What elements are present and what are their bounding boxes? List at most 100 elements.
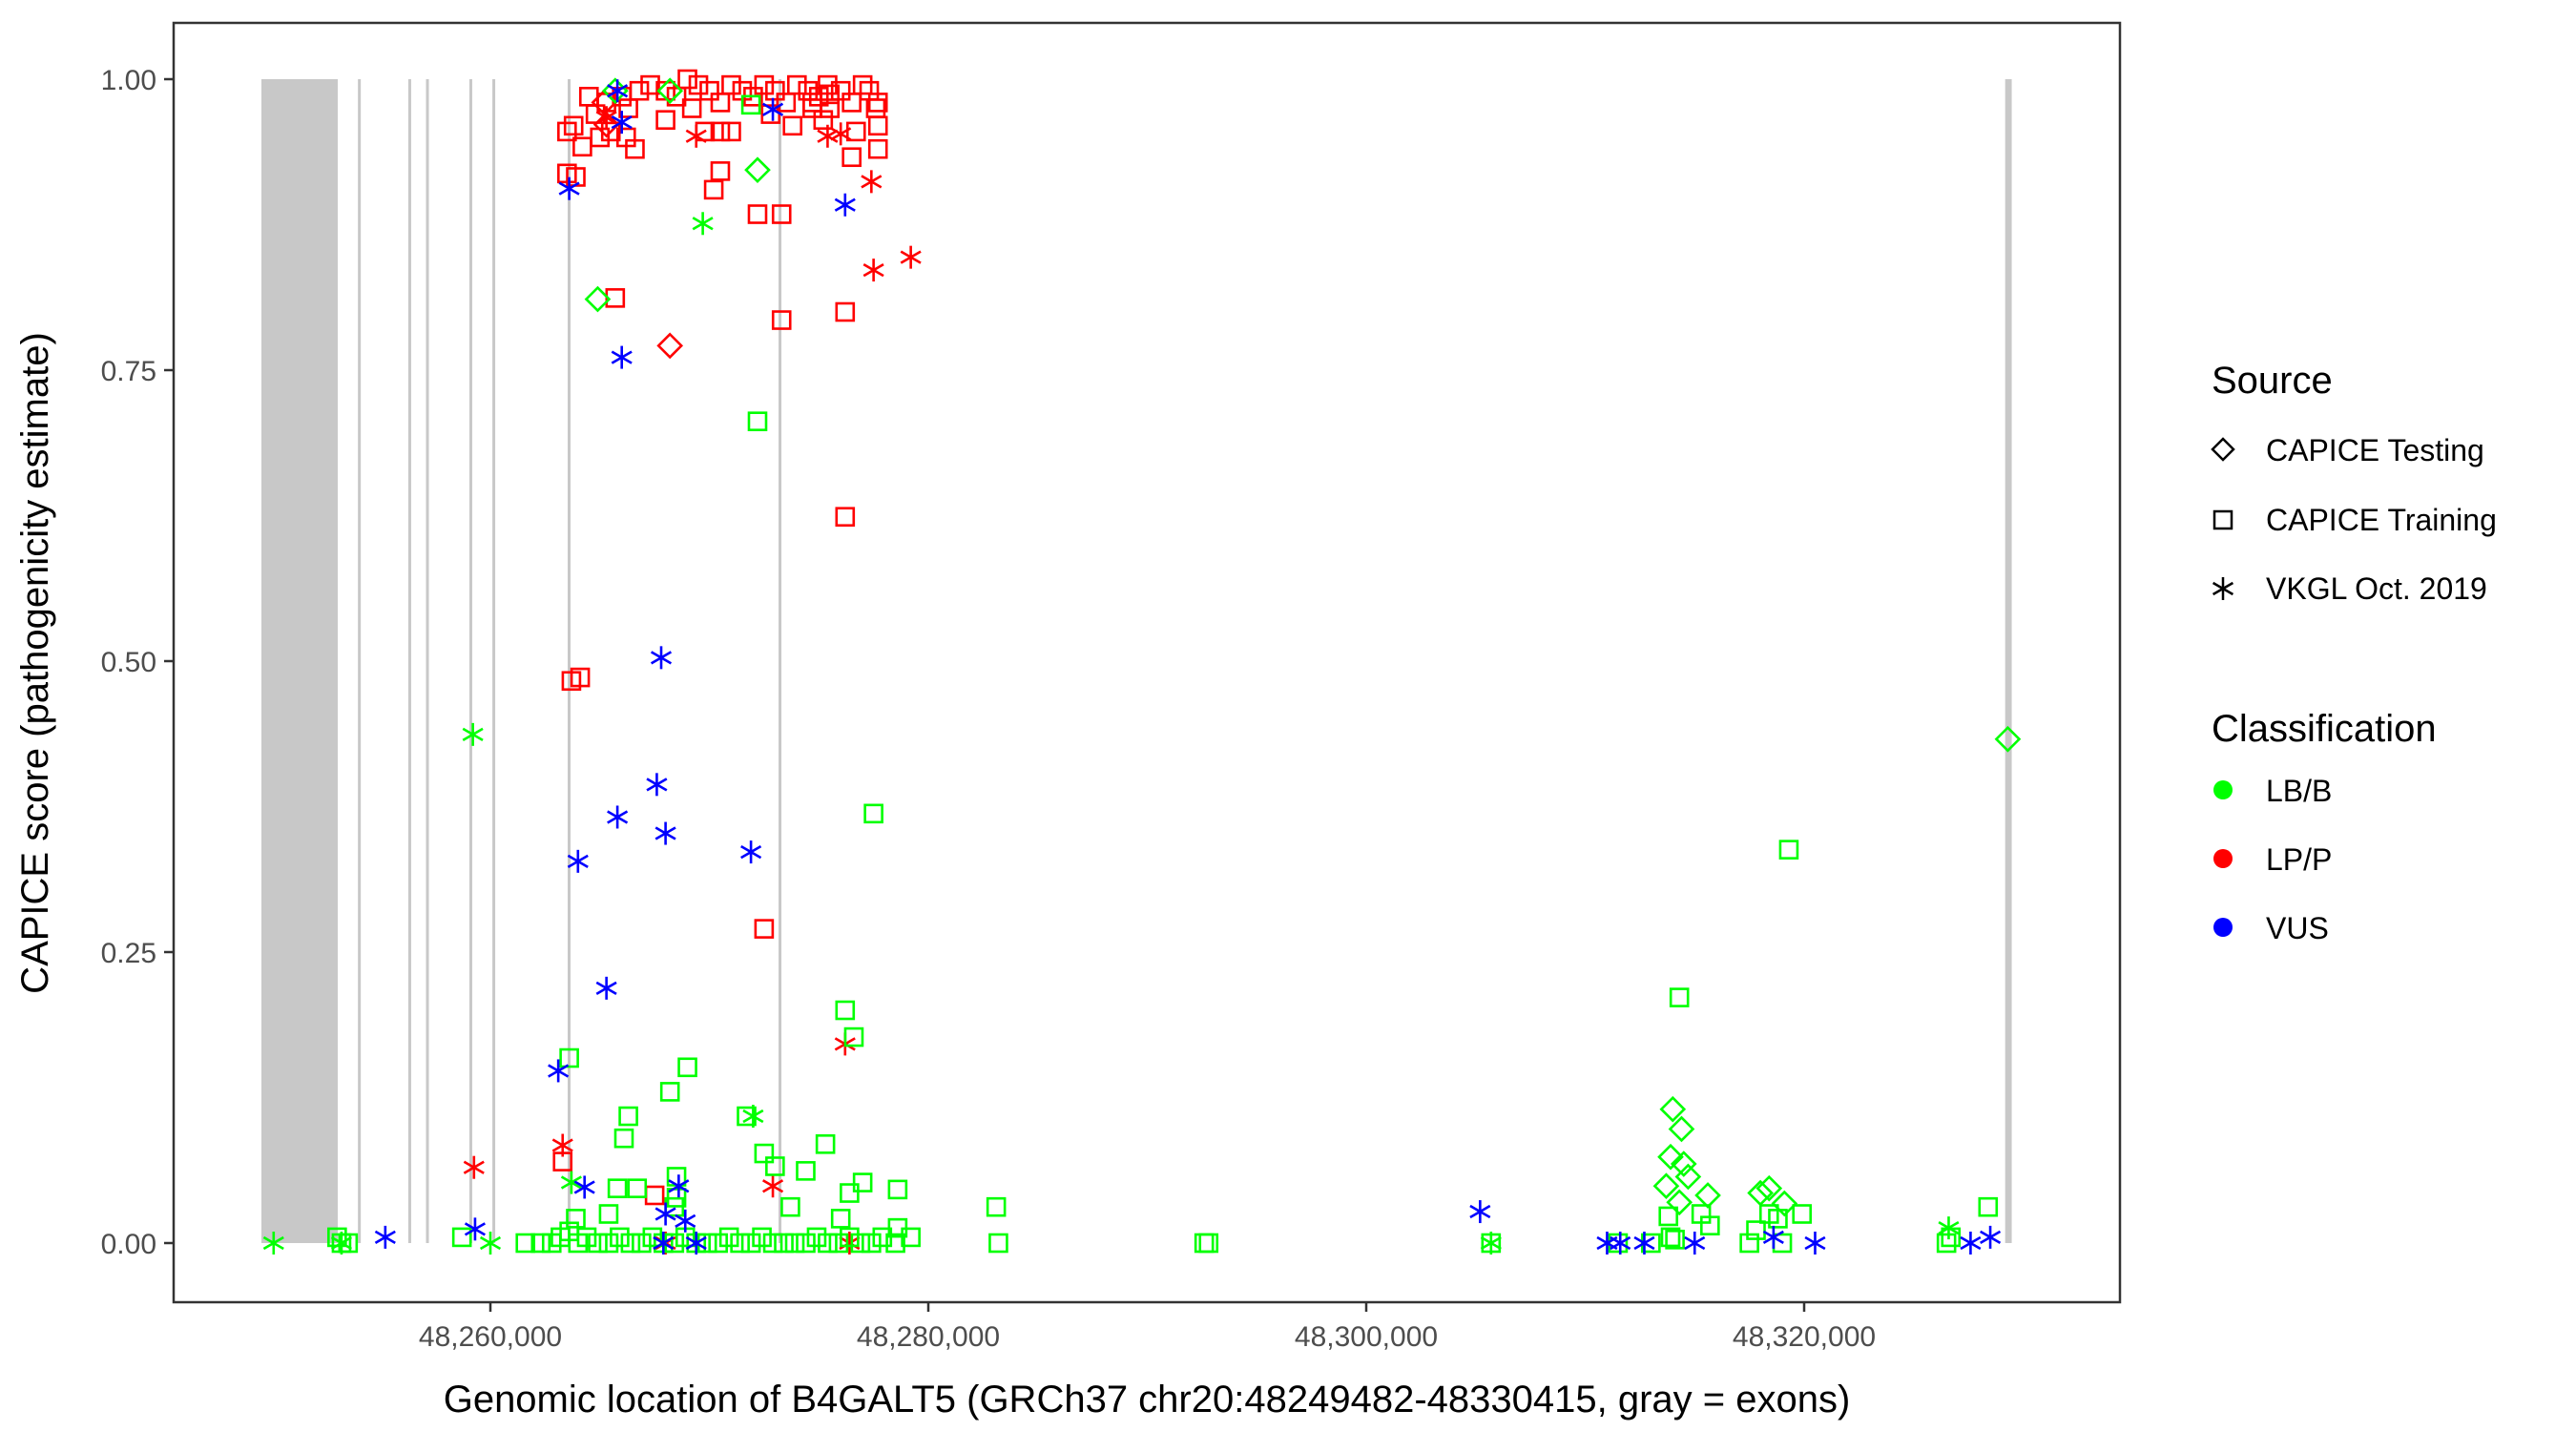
point-square (677, 1057, 697, 1078)
point-square (576, 1227, 597, 1248)
point-square (632, 1233, 652, 1254)
legend-label: CAPICE Training (2266, 503, 2497, 537)
point-asterisk (654, 821, 676, 845)
point-square (841, 147, 862, 168)
point-asterisk (650, 646, 673, 670)
legend-label: VUS (2266, 911, 2329, 945)
legend-item-lbb: LB/B (2213, 774, 2332, 808)
point-square (867, 93, 888, 113)
y-tick-label: 1.00 (101, 65, 156, 96)
point-square (828, 1233, 849, 1254)
point-square (754, 919, 775, 939)
point-square (557, 121, 577, 142)
point-asterisk (558, 176, 580, 200)
point-square (840, 1227, 860, 1248)
exon-band (407, 79, 411, 1243)
point-square (559, 1047, 579, 1068)
point-square (852, 1172, 873, 1192)
point-square (730, 1233, 750, 1254)
point-asterisk (479, 1232, 502, 1255)
point-asterisk (607, 805, 629, 829)
point-diamond (656, 332, 684, 360)
legend-source-title: Source (2212, 360, 2333, 402)
point-square (688, 74, 709, 95)
legend-item-capice-testing: CAPICE Testing (2211, 433, 2484, 467)
point-asterisk (692, 212, 714, 236)
point-asterisk (330, 1232, 352, 1255)
point-square (835, 507, 856, 528)
point-square (840, 1183, 860, 1203)
point-square (782, 115, 803, 136)
point-square (740, 1233, 761, 1254)
point-square (852, 74, 873, 95)
point-square (806, 1227, 827, 1248)
point-asterisk (742, 1105, 764, 1129)
point-square (843, 1027, 864, 1047)
point-square (887, 1217, 908, 1238)
legend-classification: Classification LB/B LP/P VUS (2212, 708, 2437, 945)
point-asterisk (595, 106, 617, 130)
point-square (845, 121, 866, 142)
point-diamond (1674, 1163, 1702, 1191)
point-square (752, 1227, 772, 1248)
x-tick-label: 48,320,000 (1733, 1321, 1876, 1353)
point-square (598, 1204, 619, 1224)
point-square (1198, 1233, 1219, 1254)
point-asterisk (462, 722, 484, 746)
point-asterisk (1469, 1200, 1491, 1224)
point-asterisk (1762, 1225, 1784, 1249)
point-square (642, 1227, 663, 1248)
point-square (830, 1209, 851, 1229)
point-square (666, 87, 687, 107)
point-square (863, 803, 883, 824)
legend-source: Source CAPICE Testing CAPICE Training VK… (2211, 360, 2497, 606)
legend-label: LB/B (2266, 774, 2332, 808)
point-square (776, 93, 797, 113)
y-axis-title: CAPICE score (pathogenicity estimate) (14, 332, 56, 994)
point-square (1700, 1215, 1720, 1235)
exon-band (468, 79, 472, 1243)
point-square (588, 1233, 608, 1254)
point-square (862, 1233, 882, 1254)
point-square (835, 1000, 856, 1021)
exon-band (261, 79, 339, 1243)
point-square (566, 1209, 586, 1229)
point-asterisk (1980, 1225, 2002, 1249)
x-tick-label: 48,280,000 (857, 1321, 1000, 1353)
point-diamond (1670, 1151, 1697, 1177)
point-square (765, 1156, 785, 1176)
x-tick-label: 48,300,000 (1295, 1321, 1438, 1353)
point-asterisk (607, 79, 629, 103)
legend-label: VKGL Oct. 2019 (2266, 571, 2487, 606)
point-asterisk (862, 259, 884, 282)
exon-band (568, 79, 571, 1243)
point-asterisk (834, 193, 856, 217)
point-square (1792, 1204, 1813, 1224)
point-square (620, 1233, 641, 1254)
point-square (887, 1179, 908, 1200)
point-asterisk (675, 1209, 696, 1233)
point-square (607, 1178, 628, 1198)
point-asterisk (464, 1217, 486, 1241)
point-asterisk (573, 1175, 595, 1199)
point-square (867, 138, 888, 159)
point-square (1660, 1227, 1681, 1248)
point-square (655, 110, 675, 130)
point-square (747, 411, 768, 431)
point-square (515, 1233, 536, 1254)
point-square (610, 1227, 630, 1248)
point-square (677, 69, 697, 90)
point-square (754, 74, 775, 95)
x-axis: 48,260,000 48,280,000 48,300,000 48,320,000 (419, 1302, 1876, 1353)
point-square (796, 1233, 816, 1254)
point-square (530, 1233, 551, 1254)
point-asterisk (595, 976, 617, 1000)
data-points (262, 69, 2022, 1255)
x-axis-title: Genomic location of B4GALT5 (GRCh37 chr2… (444, 1379, 1851, 1421)
point-asterisk (685, 1232, 707, 1255)
point-square (762, 1233, 783, 1254)
point-square (786, 74, 807, 95)
point-asterisk (762, 1174, 784, 1198)
y-axis: 0.00 0.25 0.50 0.75 1.00 (101, 65, 174, 1260)
point-asterisk (653, 1232, 675, 1255)
